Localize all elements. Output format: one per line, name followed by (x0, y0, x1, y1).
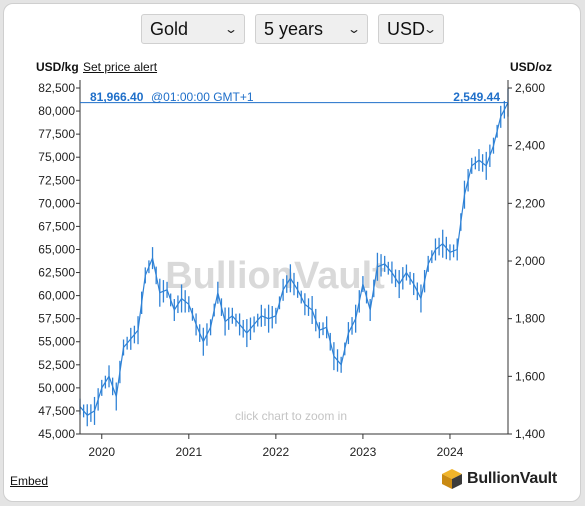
currency-select[interactable]: USD ⌄ (378, 14, 444, 44)
chevron-down-icon: ⌄ (346, 22, 362, 36)
left-axis-tick-label: 62,500 (38, 266, 75, 280)
left-axis-tick-label: 65,000 (38, 242, 75, 256)
right-axis-tick-label: 2,400 (515, 139, 545, 153)
left-axis-tick-label: 60,000 (38, 289, 75, 303)
left-axis-tick-label: 55,000 (38, 335, 75, 349)
axes: 45,000 47,500 50,000 52,500 55,000 57,500 60,0… (38, 80, 545, 459)
x-axis-tick-label: 2023 (350, 445, 377, 459)
currency-select-value: USD (387, 18, 426, 39)
chart-card (3, 3, 581, 502)
left-axis-tick-label: 57,500 (38, 312, 75, 326)
chevron-down-icon: ⌄ (423, 22, 438, 36)
logo-cube-icon (442, 469, 462, 489)
left-axis-tick-label: 70,000 (38, 196, 75, 210)
right-axis-tick-label: 2,600 (515, 81, 545, 95)
left-axis-tick-label: 75,000 (38, 150, 75, 164)
set-price-alert-link[interactable]: Set price alert (83, 60, 158, 74)
period-select-value: 5 years (264, 18, 324, 39)
left-axis-unit: USD/kg (36, 60, 79, 74)
x-axis-tick-label: 2020 (88, 445, 115, 459)
right-axis-tick-label: 1,400 (515, 427, 545, 441)
left-axis-tick-label: 52,500 (38, 358, 75, 372)
right-axis-tick-label: 1,600 (515, 369, 545, 383)
left-axis-tick-label: 47,500 (38, 404, 75, 418)
bullionvault-logo: BullionVault (441, 468, 557, 490)
left-axis-tick-label: 45,000 (38, 427, 75, 441)
x-axis-tick-label: 2021 (175, 445, 202, 459)
right-axis-tick-label: 1,800 (515, 312, 545, 326)
right-axis-unit: USD/oz (510, 60, 552, 74)
left-axis-tick-label: 50,000 (38, 381, 75, 395)
embed-link[interactable]: Embed (10, 474, 49, 488)
left-axis-tick-label: 67,500 (38, 219, 75, 233)
logo-text: BullionVault (467, 470, 558, 487)
metal-select[interactable]: Gold ⌄ (141, 14, 245, 44)
price-series-line (79, 102, 509, 417)
plot-area (79, 88, 509, 427)
left-axis-tick-label: 80,000 (38, 104, 75, 118)
current-price-timestamp: @01:00:00 GMT+1 (151, 90, 254, 104)
zoom-hint: click chart to zoom in (235, 409, 347, 423)
left-axis-tick-label: 82,500 (38, 81, 75, 95)
left-axis-tick-label: 77,500 (38, 127, 75, 141)
period-select[interactable]: 5 years ⌄ (255, 14, 368, 44)
chevron-down-icon: ⌄ (223, 22, 239, 36)
right-axis-tick-label: 2,200 (515, 196, 545, 210)
metal-select-value: Gold (150, 18, 189, 39)
current-price-kg: 81,966.40 (90, 90, 144, 104)
current-price-oz: 2,549.44 (453, 90, 500, 104)
watermark-text: BullionVault (165, 255, 385, 297)
left-axis-tick-label: 72,500 (38, 173, 75, 187)
x-axis-tick-label: 2024 (437, 445, 464, 459)
right-axis-tick-label: 2,000 (515, 254, 545, 268)
x-axis-tick-label: 2022 (263, 445, 290, 459)
